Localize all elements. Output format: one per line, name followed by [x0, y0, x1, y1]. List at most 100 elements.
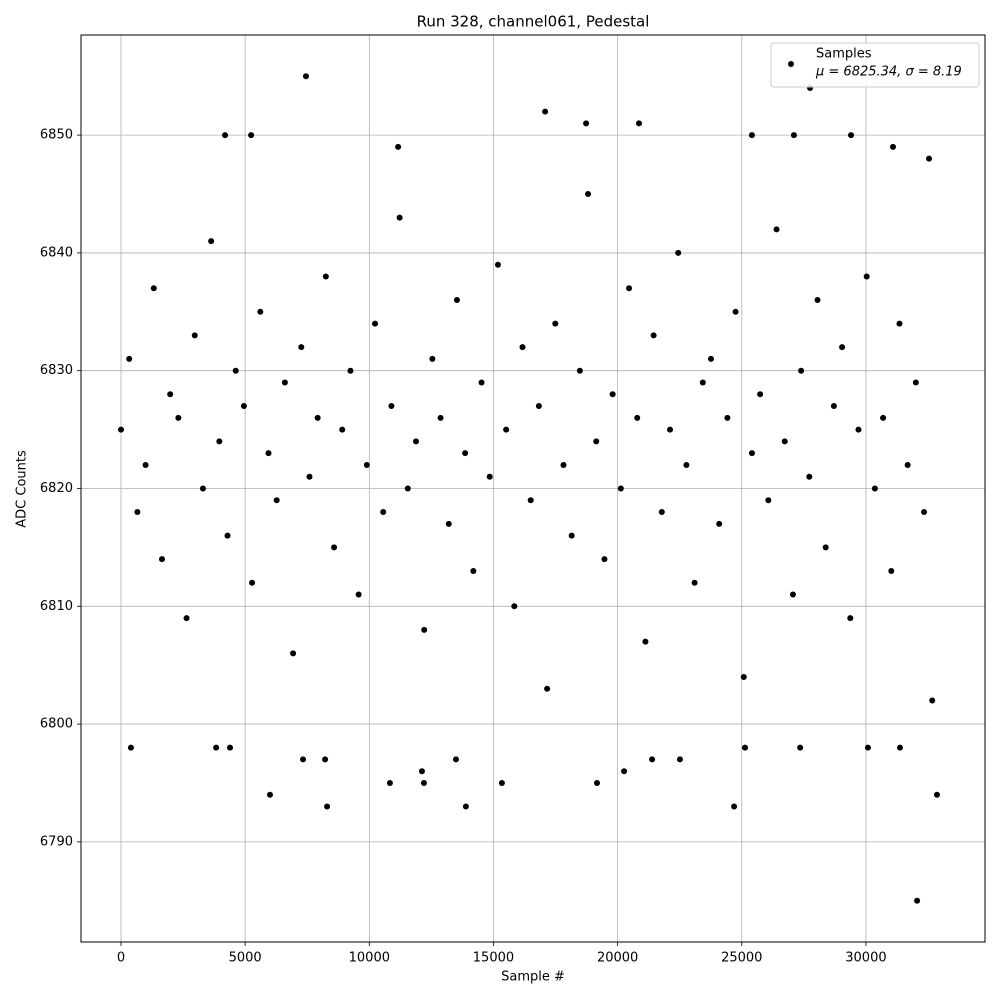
- point: [542, 108, 549, 115]
- point: [324, 803, 331, 810]
- x-tick-label: 20000: [597, 951, 638, 966]
- point: [921, 509, 928, 516]
- point: [699, 379, 706, 386]
- point: [601, 556, 608, 563]
- point: [355, 591, 362, 598]
- point: [888, 567, 895, 574]
- point: [667, 426, 674, 433]
- point: [914, 897, 921, 904]
- point: [412, 438, 419, 445]
- point: [621, 768, 628, 775]
- point: [249, 579, 256, 586]
- point: [265, 450, 272, 457]
- x-axis-label: Sample #: [501, 970, 565, 985]
- point: [240, 403, 247, 410]
- legend-marker: [788, 61, 794, 67]
- point: [896, 320, 903, 327]
- point: [926, 155, 933, 162]
- point: [437, 414, 444, 421]
- x-tick-label: 0: [117, 951, 125, 966]
- point: [798, 367, 805, 374]
- point: [150, 285, 157, 292]
- point: [470, 567, 477, 574]
- point: [740, 673, 747, 680]
- point: [742, 744, 749, 751]
- point: [691, 579, 698, 586]
- point: [142, 461, 149, 468]
- point: [222, 132, 229, 139]
- y-tick-label: 6840: [40, 245, 73, 260]
- point: [302, 73, 309, 80]
- point: [830, 403, 837, 410]
- point: [519, 344, 526, 351]
- plot-frame: [80, 34, 986, 943]
- point: [765, 497, 772, 504]
- point: [232, 367, 239, 374]
- point: [912, 379, 919, 386]
- y-tick-label: 6850: [40, 128, 73, 143]
- point: [380, 509, 387, 516]
- y-axis-label: ADC Counts: [15, 450, 30, 528]
- point: [748, 450, 755, 457]
- point: [216, 438, 223, 445]
- point: [847, 615, 854, 622]
- y-tick-label: 6820: [40, 481, 73, 496]
- point: [388, 403, 395, 410]
- point: [339, 426, 346, 433]
- point: [757, 391, 764, 398]
- point: [498, 779, 505, 786]
- legend-label: Samples: [816, 47, 872, 62]
- point: [404, 485, 411, 492]
- x-tick-label: 15000: [473, 951, 514, 966]
- point: [560, 461, 567, 468]
- point: [453, 297, 460, 304]
- point: [322, 273, 329, 280]
- point: [395, 143, 402, 150]
- point: [298, 344, 305, 351]
- point: [420, 779, 427, 786]
- point: [568, 532, 575, 539]
- point: [724, 414, 731, 421]
- x-tick-label: 10000: [349, 951, 390, 966]
- legend-box: [770, 42, 980, 88]
- point: [281, 379, 288, 386]
- point: [306, 473, 313, 480]
- point: [650, 332, 657, 339]
- point: [452, 756, 459, 763]
- y-tick-label: 6790: [40, 834, 73, 849]
- point: [896, 744, 903, 751]
- point: [773, 226, 780, 233]
- point: [683, 461, 690, 468]
- point: [634, 414, 641, 421]
- point: [732, 308, 739, 315]
- point: [429, 355, 436, 362]
- point: [594, 779, 601, 786]
- point: [848, 132, 855, 139]
- point: [127, 744, 134, 751]
- point: [797, 744, 804, 751]
- point: [585, 191, 592, 198]
- point: [503, 426, 510, 433]
- point: [158, 556, 165, 563]
- point: [175, 414, 182, 421]
- point: [707, 355, 714, 362]
- point: [871, 485, 878, 492]
- point: [890, 143, 897, 150]
- point: [331, 544, 338, 551]
- point: [904, 461, 911, 468]
- point: [731, 803, 738, 810]
- point: [822, 544, 829, 551]
- point: [864, 744, 871, 751]
- point: [363, 461, 370, 468]
- point: [642, 638, 649, 645]
- point: [191, 332, 198, 339]
- point: [134, 509, 141, 516]
- point: [535, 403, 542, 410]
- point: [224, 532, 231, 539]
- point: [781, 438, 788, 445]
- point: [511, 603, 518, 610]
- x-tick-label: 30000: [845, 951, 886, 966]
- x-tick-label: 25000: [721, 951, 762, 966]
- point: [635, 120, 642, 127]
